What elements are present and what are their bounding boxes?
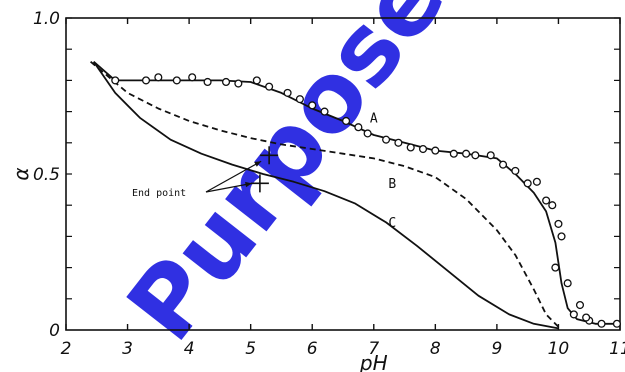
series-a-point bbox=[523, 179, 532, 188]
series-a-point bbox=[394, 138, 403, 147]
y-tick-label: 0.5 bbox=[33, 165, 60, 185]
series-a-point bbox=[554, 219, 563, 228]
series-a-point bbox=[203, 77, 212, 87]
series-a-point bbox=[111, 76, 120, 85]
series-a-point bbox=[382, 135, 391, 144]
series-a-point bbox=[449, 149, 458, 158]
curve-label-a: A bbox=[370, 112, 378, 127]
series-a-point bbox=[575, 300, 585, 310]
series-a-point bbox=[265, 82, 274, 91]
end-point-label: End point bbox=[132, 188, 186, 199]
series-a-point bbox=[418, 144, 428, 154]
series-a-point bbox=[354, 123, 363, 132]
series-a-point bbox=[548, 201, 557, 210]
x-tick-label: 10 bbox=[548, 339, 570, 359]
series-a-points bbox=[111, 73, 621, 328]
series-a-point bbox=[486, 151, 495, 160]
series-a-point bbox=[582, 313, 591, 322]
series-a-point bbox=[542, 196, 551, 205]
watermark: Purposes bbox=[106, 0, 502, 361]
end-point-arrow bbox=[205, 182, 253, 193]
x-tick-label: 2 bbox=[61, 339, 72, 359]
series-a-point bbox=[234, 79, 243, 88]
end-point-arrowhead bbox=[245, 181, 252, 188]
series-a-point bbox=[320, 107, 329, 116]
series-a-point bbox=[342, 116, 351, 126]
labels: pH α A B C bbox=[9, 112, 396, 372]
series-a-point bbox=[532, 177, 541, 186]
axis-ticks: 2 3 4 5 6 7 8 9 10 11 0 0.5 1.0 bbox=[33, 9, 625, 359]
y-tick-label: 1.0 bbox=[33, 9, 60, 29]
series-a-point bbox=[462, 149, 471, 158]
y-tick-label: 0 bbox=[49, 321, 60, 341]
series-a-point bbox=[141, 76, 151, 85]
series-a-point bbox=[431, 146, 440, 155]
x-tick-label: 4 bbox=[184, 339, 195, 359]
series-a-point bbox=[283, 88, 292, 97]
end-point-arrow bbox=[205, 160, 262, 193]
series-a-point bbox=[612, 319, 621, 328]
series-a-point bbox=[511, 166, 520, 175]
series-a-point bbox=[563, 279, 572, 288]
series-c-line bbox=[92, 61, 559, 330]
curve-label-c: C bbox=[388, 216, 396, 231]
watermark-text: Purposes bbox=[106, 0, 502, 361]
series-a-point bbox=[498, 160, 508, 169]
series-a-point bbox=[295, 95, 304, 104]
series-a-point bbox=[188, 73, 197, 82]
x-tick-label: 3 bbox=[122, 339, 133, 359]
x-axis-title: pH bbox=[359, 351, 388, 372]
y-axis-title: α bbox=[9, 167, 33, 180]
series-a-point bbox=[154, 73, 163, 82]
series-a-point bbox=[172, 76, 181, 85]
series-a-point bbox=[406, 143, 415, 152]
series-a-point bbox=[569, 310, 578, 319]
series-a-point bbox=[551, 263, 560, 272]
x-tick-label: 9 bbox=[491, 339, 502, 359]
series-a-point bbox=[471, 151, 480, 160]
series-a-point bbox=[557, 232, 566, 241]
curve-label-b: B bbox=[388, 177, 396, 192]
series-a-point bbox=[221, 77, 231, 87]
x-tick-label: 11 bbox=[609, 339, 625, 359]
x-tick-label: 8 bbox=[430, 339, 441, 359]
x-tick-label: 5 bbox=[245, 339, 256, 359]
end-point-arrowhead bbox=[254, 161, 262, 167]
series-a-point bbox=[308, 101, 317, 110]
x-tick-label: 6 bbox=[307, 339, 318, 359]
series-a-point bbox=[252, 76, 261, 85]
x-tick-label: 7 bbox=[368, 339, 379, 359]
series-a-point bbox=[363, 129, 372, 138]
series-b-line bbox=[90, 61, 560, 328]
series-a-point bbox=[597, 319, 606, 328]
annotations: End point bbox=[132, 146, 279, 199]
